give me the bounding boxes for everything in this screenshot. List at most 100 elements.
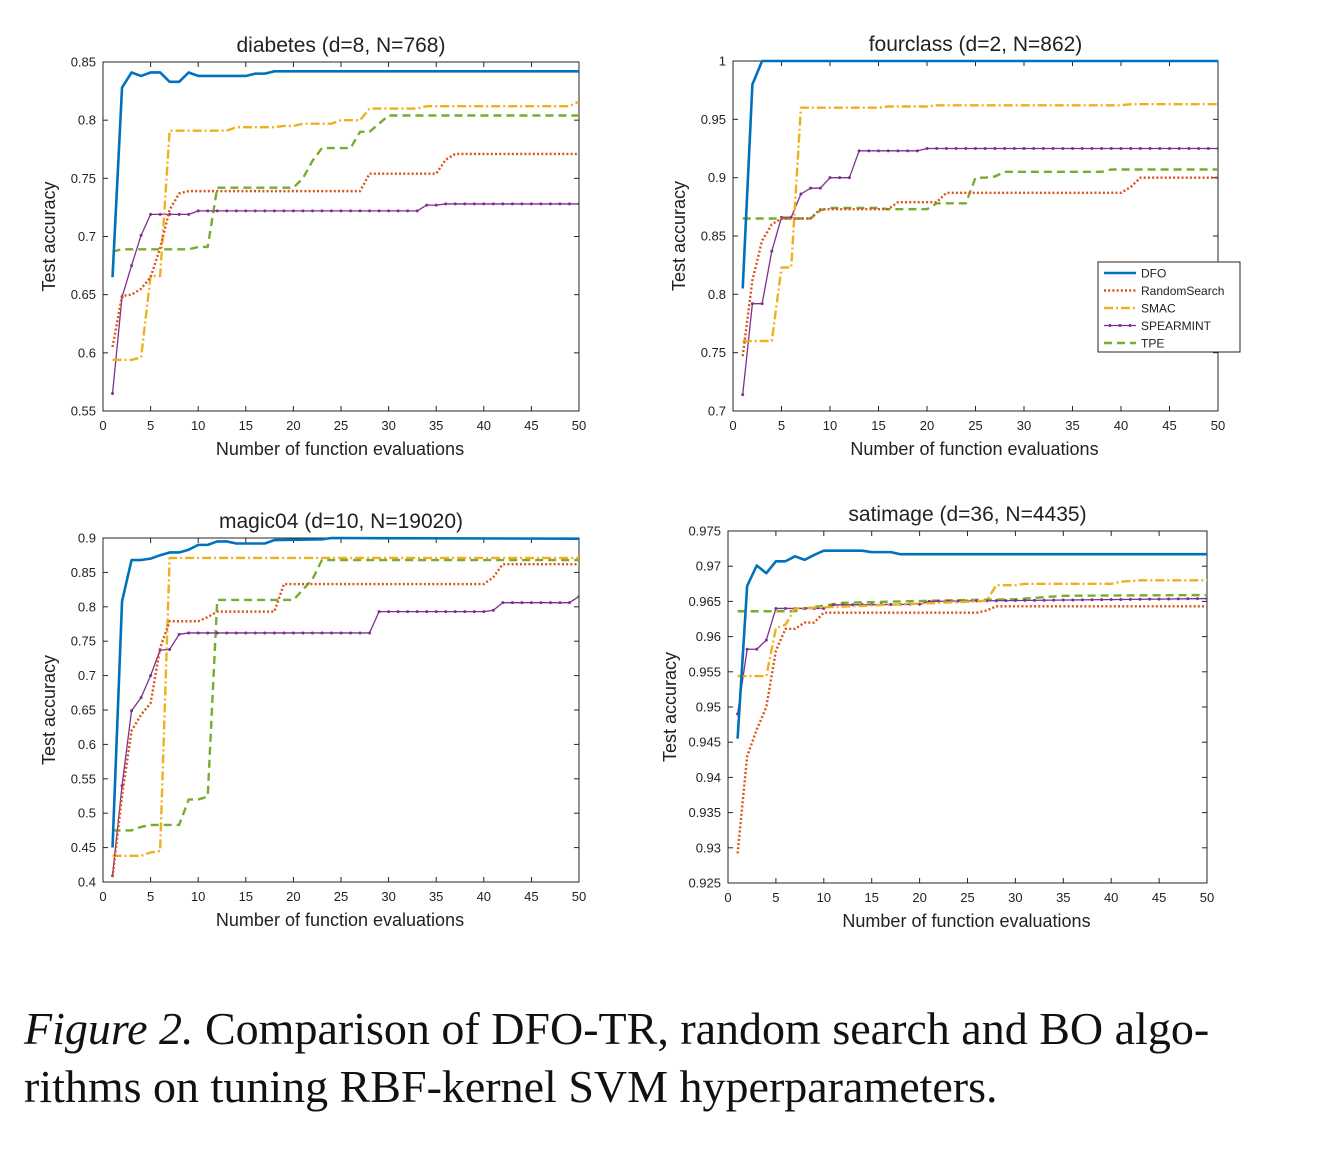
y-tick-label: 0.85 <box>71 55 96 70</box>
series-marker-spearmint <box>1041 147 1045 150</box>
series-marker-spearmint <box>149 212 153 216</box>
series-marker-spearmint <box>964 147 968 150</box>
x-tick-label: 45 <box>524 418 538 433</box>
x-axis-label: Number of function evaluations <box>842 911 1090 931</box>
x-tick-label: 40 <box>1104 890 1118 905</box>
series-marker-spearmint <box>1197 147 1201 150</box>
series-marker-spearmint <box>368 631 372 635</box>
y-tick-label: 0.85 <box>71 565 96 580</box>
series-marker-spearmint <box>130 709 134 713</box>
series-marker-spearmint <box>349 631 353 635</box>
legend-label: SMAC <box>1141 302 1176 316</box>
y-tick-label: 0.8 <box>78 599 96 614</box>
y-tick-label: 0.97 <box>696 559 721 574</box>
series-marker-spearmint <box>1119 597 1123 601</box>
series-marker-spearmint <box>358 631 362 635</box>
series-marker-spearmint <box>539 202 543 206</box>
series-marker-spearmint <box>263 209 267 213</box>
y-tick-label: 0.5 <box>78 806 96 821</box>
series-marker-spearmint <box>187 212 191 216</box>
series-marker-spearmint <box>1157 597 1161 601</box>
x-tick-label: 40 <box>477 889 491 904</box>
series-marker-spearmint <box>558 601 562 605</box>
series-marker-spearmint <box>425 203 429 207</box>
series-line-randomsearch <box>111 562 579 878</box>
series-marker-spearmint <box>1071 147 1074 150</box>
series-marker-spearmint <box>1187 147 1191 150</box>
y-tick-label: 0.75 <box>701 345 726 360</box>
series-marker-spearmint <box>828 176 832 180</box>
x-tick-label: 25 <box>960 890 974 905</box>
series-marker-spearmint <box>983 147 987 150</box>
series-marker-spearmint <box>877 149 880 153</box>
series-marker-spearmint <box>1042 598 1046 602</box>
x-tick-label: 20 <box>920 418 934 433</box>
series-marker-spearmint <box>1003 147 1007 150</box>
series-marker-spearmint <box>177 212 181 216</box>
y-tick-label: 0.95 <box>701 112 726 127</box>
x-tick-label: 35 <box>429 418 443 433</box>
legend-label: DFO <box>1141 267 1166 281</box>
series-marker-spearmint <box>741 393 745 397</box>
y-tick-label: 0.96 <box>696 629 721 644</box>
series-group <box>736 549 1207 854</box>
x-tick-label: 0 <box>724 890 731 905</box>
y-tick-label: 0.7 <box>708 404 726 419</box>
series-marker-spearmint <box>387 209 391 213</box>
y-tick-label: 0.9 <box>78 531 96 546</box>
chart-panel-4: 0 5 10 15 20 25 30 35 40 45 50 0.925 0.93 0.935 0.94 0.… <box>660 503 1214 931</box>
series-marker-spearmint <box>387 610 391 614</box>
series-marker-spearmint <box>377 610 381 614</box>
series-marker-spearmint <box>472 610 476 614</box>
series-marker-spearmint <box>1195 597 1199 601</box>
y-tick-label: 0.75 <box>71 634 96 649</box>
legend-marker <box>1108 324 1112 327</box>
x-axis-label: Number of function evaluations <box>216 439 464 459</box>
series-marker-spearmint <box>1138 597 1142 601</box>
series-marker-spearmint <box>329 209 333 213</box>
series-marker-spearmint <box>234 209 238 213</box>
series-marker-spearmint <box>491 202 495 206</box>
series-marker-spearmint <box>1100 147 1104 150</box>
chart-panel-3: 0 5 10 15 20 25 30 35 40 45 50 0.4 0.45 0.5 0.55 0.6 0.6… <box>39 510 586 930</box>
x-tick-label: 15 <box>239 889 253 904</box>
x-tick-label: 30 <box>381 418 395 433</box>
figure-panels: 0 5 10 15 20 25 30 35 40 45 500.550.60.650.70.750.… <box>39 33 1241 931</box>
series-marker-spearmint <box>1022 147 1026 150</box>
series-marker-spearmint <box>139 233 143 237</box>
y-tick-label: 0.965 <box>688 594 721 609</box>
series-marker-spearmint <box>1216 147 1218 150</box>
series-marker-spearmint <box>1109 147 1113 150</box>
y-tick-label: 0.75 <box>71 171 96 186</box>
x-tick-label: 15 <box>239 418 253 433</box>
x-tick-label: 20 <box>912 890 926 905</box>
y-tick-label: 0.94 <box>696 770 721 785</box>
x-tick-label: 10 <box>823 418 837 433</box>
series-marker-spearmint <box>434 610 438 614</box>
y-axis-label: Test accuracy <box>669 181 689 291</box>
series-marker-spearmint <box>567 601 571 605</box>
series-marker-spearmint <box>1205 597 1207 601</box>
series-marker-spearmint <box>168 647 172 651</box>
y-tick-label: 0.955 <box>688 664 721 679</box>
series-marker-spearmint <box>783 606 787 610</box>
series-marker-spearmint <box>253 631 257 635</box>
series-line-dfo <box>111 536 579 848</box>
series-marker-spearmint <box>1061 147 1065 150</box>
series-marker-spearmint <box>755 647 759 651</box>
series-marker-spearmint <box>548 601 552 605</box>
y-tick-label: 0.8 <box>78 113 96 128</box>
series-marker-spearmint <box>339 631 343 635</box>
series-marker-spearmint <box>935 147 939 150</box>
series-marker-spearmint <box>1032 147 1036 150</box>
series-marker-spearmint <box>1206 147 1210 150</box>
series-marker-spearmint <box>510 202 514 206</box>
series-marker-spearmint <box>339 209 343 213</box>
series-line-smac <box>112 100 579 362</box>
series-marker-spearmint <box>906 149 910 153</box>
series-marker-spearmint <box>1004 599 1008 603</box>
series-marker-spearmint <box>282 631 286 635</box>
y-tick-label: 0.93 <box>696 840 721 855</box>
series-marker-spearmint <box>444 202 448 206</box>
y-tick-label: 0.9 <box>708 170 726 185</box>
